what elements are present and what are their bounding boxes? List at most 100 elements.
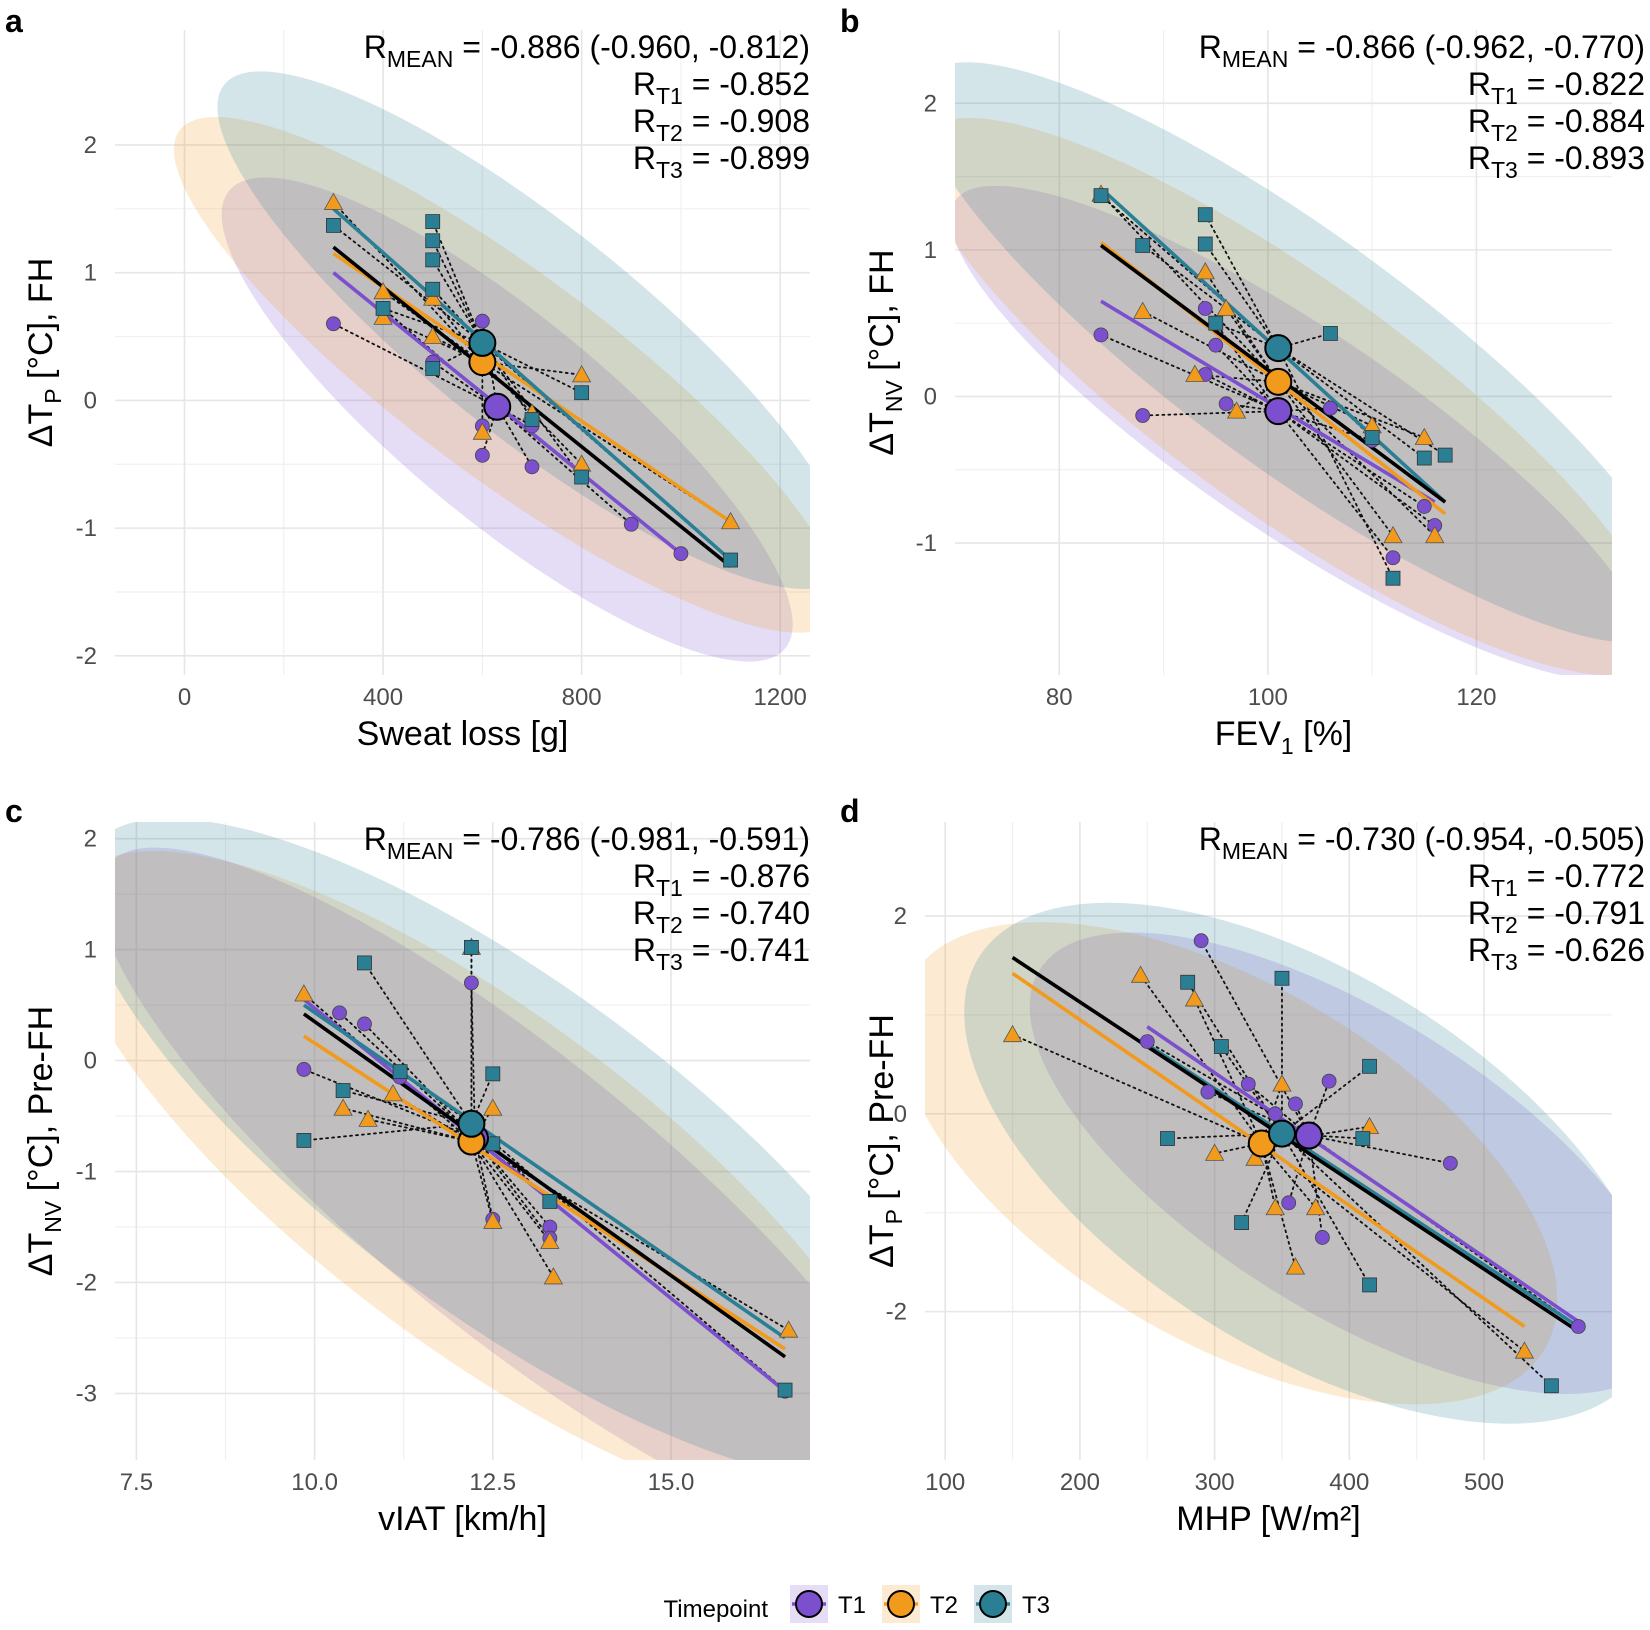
mean-point-T3 — [1267, 1119, 1296, 1148]
stat-value: = -0.908 — [683, 103, 810, 139]
x-tick-label: 200 — [1060, 1469, 1100, 1496]
point-T2 — [571, 365, 592, 383]
connector-T3 — [1141, 244, 1280, 350]
point-T2 — [1514, 1341, 1535, 1359]
point-T3 — [1362, 1277, 1377, 1293]
point-T2 — [294, 984, 314, 1002]
y-axis-title-main: ΔT — [863, 412, 901, 455]
point-T3 — [1197, 236, 1213, 252]
x-tick-label: 100 — [1248, 684, 1288, 711]
connector-T3 — [1277, 347, 1394, 580]
y-tick-label: 2 — [84, 826, 97, 853]
stat-value: = -0.852 — [683, 66, 810, 102]
x-tick-label: 10.0 — [291, 1469, 338, 1496]
stat-subscript: T3 — [656, 949, 683, 975]
mean-point-T1 — [483, 392, 512, 421]
point-T3 — [425, 214, 441, 229]
point-T2 — [1265, 1197, 1285, 1216]
ellipse-T3 — [217, 71, 810, 589]
point-T2 — [540, 1231, 560, 1249]
stat-value: = -0.786 (-0.981, -0.591) — [453, 821, 810, 857]
y-tick-label: 0 — [84, 387, 97, 414]
connector-T1 — [1277, 410, 1394, 559]
stat-value: = -0.886 (-0.960, -0.812) — [453, 29, 810, 65]
stat-subscript: MEAN — [1222, 838, 1288, 864]
stat-subscript: T2 — [656, 912, 683, 938]
point-T1 — [1218, 396, 1234, 412]
mean-point-T1 — [1264, 397, 1293, 426]
stat-subscript: T2 — [1491, 120, 1518, 146]
connector-T2 — [1100, 193, 1280, 383]
stat-value: = -0.730 (-0.954, -0.505) — [1288, 821, 1645, 857]
stat-value: = -0.899 — [683, 140, 810, 176]
stat-symbol: R — [1199, 821, 1222, 857]
point-T3 — [326, 218, 341, 233]
point-T2 — [720, 511, 741, 530]
y-axis-title-sub: P — [881, 1209, 907, 1224]
stat-value: = -0.866 (-0.962, -0.770) — [1288, 29, 1645, 65]
x-tick-label: 100 — [925, 1469, 965, 1496]
regression-line-mean — [302, 1012, 787, 1359]
point-T2 — [1133, 301, 1153, 319]
point-T3 — [1543, 1378, 1559, 1394]
stat-symbol: R — [1468, 858, 1491, 894]
point-T1 — [524, 459, 540, 475]
connector-T1 — [1277, 410, 1436, 527]
ellipse-T3 — [955, 62, 1612, 643]
stat-value: = -0.772 — [1518, 858, 1645, 894]
x-tick-label: 80 — [1046, 684, 1073, 711]
point-T1 — [1139, 1034, 1155, 1049]
connector-T2 — [1277, 380, 1394, 537]
y-axis-title-rest: [°C], Pre-FH — [22, 1006, 60, 1201]
point-T3 — [1135, 238, 1151, 253]
connector-T3 — [431, 259, 484, 344]
gridlines — [115, 822, 810, 1460]
y-tick-label: 0 — [894, 1101, 907, 1128]
stat-symbol: R — [1199, 29, 1222, 65]
connector-T3 — [302, 1122, 473, 1142]
point-T2 — [358, 1109, 378, 1127]
y-tick-label: 1 — [84, 937, 97, 964]
connector-T2 — [1260, 1142, 1526, 1353]
regression-line-T3 — [1146, 1043, 1580, 1328]
connector-T3 — [1100, 194, 1280, 350]
x-axis-title-rest: [%] — [1294, 715, 1353, 753]
y-tick-label: 0 — [84, 1048, 97, 1075]
y-tick-label: -3 — [76, 1380, 97, 1407]
point-T2 — [1414, 427, 1434, 445]
connector-T2 — [302, 993, 473, 1143]
mean-point-T1 — [1294, 1121, 1323, 1150]
connector-T1 — [496, 405, 633, 526]
point-T3 — [375, 301, 391, 316]
stat-subscript: T2 — [1491, 912, 1518, 938]
stat-subscript: T3 — [656, 157, 683, 183]
point-T3 — [357, 955, 372, 971]
point-T2 — [423, 326, 443, 344]
connector-T3 — [431, 239, 484, 344]
point-T3 — [464, 939, 479, 955]
point-T2 — [423, 288, 443, 306]
correlation-stat: RT3 = -0.741 — [633, 932, 810, 975]
connector-T3 — [382, 307, 484, 344]
stat-subscript: MEAN — [1222, 46, 1288, 72]
point-T1 — [1385, 550, 1401, 566]
panel-label: b — [840, 3, 860, 39]
correlation-stat: RT2 = -0.740 — [633, 895, 810, 938]
point-T1 — [1314, 1230, 1330, 1245]
point-T1 — [296, 1062, 312, 1077]
connector-T1 — [1277, 410, 1374, 442]
point-T2 — [1226, 401, 1247, 419]
stat-symbol: R — [1468, 932, 1491, 968]
point-T2 — [1130, 965, 1151, 983]
x-tick-label: 15.0 — [648, 1469, 695, 1496]
x-axis-title: MHP [W/m²] — [1176, 1500, 1360, 1538]
point-T3 — [425, 233, 441, 249]
point-T3 — [1437, 447, 1453, 463]
point-T2 — [1195, 262, 1215, 280]
point-T2 — [1184, 989, 1205, 1007]
y-axis-title-main: ΔT — [863, 1224, 901, 1267]
point-T2 — [1383, 525, 1403, 544]
point-T3 — [296, 1133, 312, 1148]
stat-symbol: R — [633, 66, 656, 102]
